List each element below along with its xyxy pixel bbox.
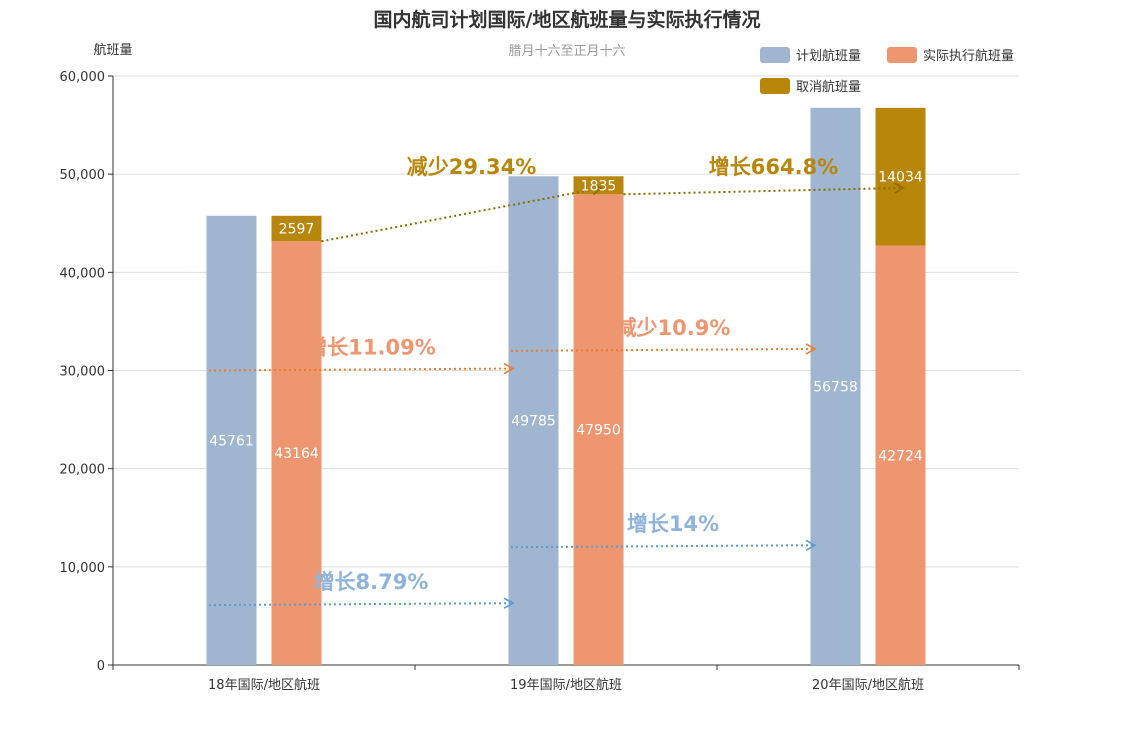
y-tick-label: 40,000: [60, 266, 106, 281]
x-tick-label: 18年国际/地区航班: [208, 677, 320, 693]
bar-label-actual: 43164: [274, 446, 319, 462]
bar-label-plan: 56758: [813, 379, 858, 395]
x-axis: 18年国际/地区航班 19年国际/地区航班 20年国际/地区航班: [112, 664, 1020, 693]
bar-label-cancelled: 14034: [878, 170, 923, 186]
y-axis-label: 航班量: [93, 42, 132, 58]
bar-value-labels: 45761 43164 2597 49785 47950 1835 56758 42724 14…: [209, 170, 923, 465]
y-tick-label: 0: [97, 659, 105, 674]
chart-subtitle: 腊月十六至正月十六: [508, 44, 625, 59]
bar-label-plan: 49785: [511, 414, 556, 430]
bar-label-cancelled: 1835: [581, 178, 617, 194]
y-tick-label: 10,000: [60, 561, 106, 576]
legend-label[interactable]: 实际执行航班量: [923, 48, 1014, 64]
bar-cancelled: [875, 107, 926, 246]
chart-title: 国内航司计划国际/地区航班量与实际执行情况: [374, 8, 761, 31]
change-arrow: [208, 362, 515, 375]
change-arrow: [623, 182, 906, 196]
change-annotation: 减少10.9%: [616, 316, 731, 340]
y-tick-label: 30,000: [60, 365, 106, 380]
change-annotation: 增长14%: [627, 512, 719, 536]
bar-plan: [810, 107, 861, 666]
bar-label-actual: 42724: [878, 448, 923, 464]
change-arrow: [510, 343, 817, 355]
bar-label-plan: 45761: [209, 433, 254, 449]
change-annotation: 增长664.8%: [709, 155, 838, 179]
change-arrow: [321, 183, 604, 243]
y-axis: 0 10,000 20,000 30,000 40,000 50,000 60,000: [60, 70, 114, 674]
bars: [206, 107, 926, 666]
legend-swatch[interactable]: [760, 47, 790, 63]
change-annotation: 增长8.79%: [314, 570, 429, 594]
legend-label[interactable]: 取消航班量: [796, 79, 861, 95]
change-arrows: 增长8.79% 增长14% 增长11.09% 减少10.9% 减少29.34% 增长664…: [208, 155, 906, 609]
legend-label[interactable]: 计划航班量: [796, 48, 861, 64]
change-arrow: [208, 597, 515, 609]
legend-swatch[interactable]: [887, 47, 917, 63]
gridlines: [113, 75, 1019, 568]
bar-plan: [206, 215, 257, 665]
x-tick-label: 20年国际/地区航班: [812, 677, 924, 693]
bar-plan: [508, 176, 559, 665]
change-annotation: 增长11.09%: [306, 336, 435, 360]
bar-label-cancelled: 2597: [279, 222, 315, 238]
change-annotation: 减少29.34%: [407, 155, 536, 179]
bar-actual: [573, 194, 624, 665]
y-tick-label: 20,000: [60, 463, 106, 478]
legend-swatch[interactable]: [760, 78, 790, 94]
bar-cancelled: [271, 215, 322, 242]
x-tick-label: 19年国际/地区航班: [510, 677, 622, 693]
y-tick-label: 50,000: [60, 168, 106, 183]
bar-actual: [271, 241, 322, 665]
bar-actual: [875, 245, 926, 666]
bar-label-actual: 47950: [576, 423, 621, 439]
change-arrow: [510, 539, 817, 551]
y-tick-label: 60,000: [60, 70, 106, 85]
